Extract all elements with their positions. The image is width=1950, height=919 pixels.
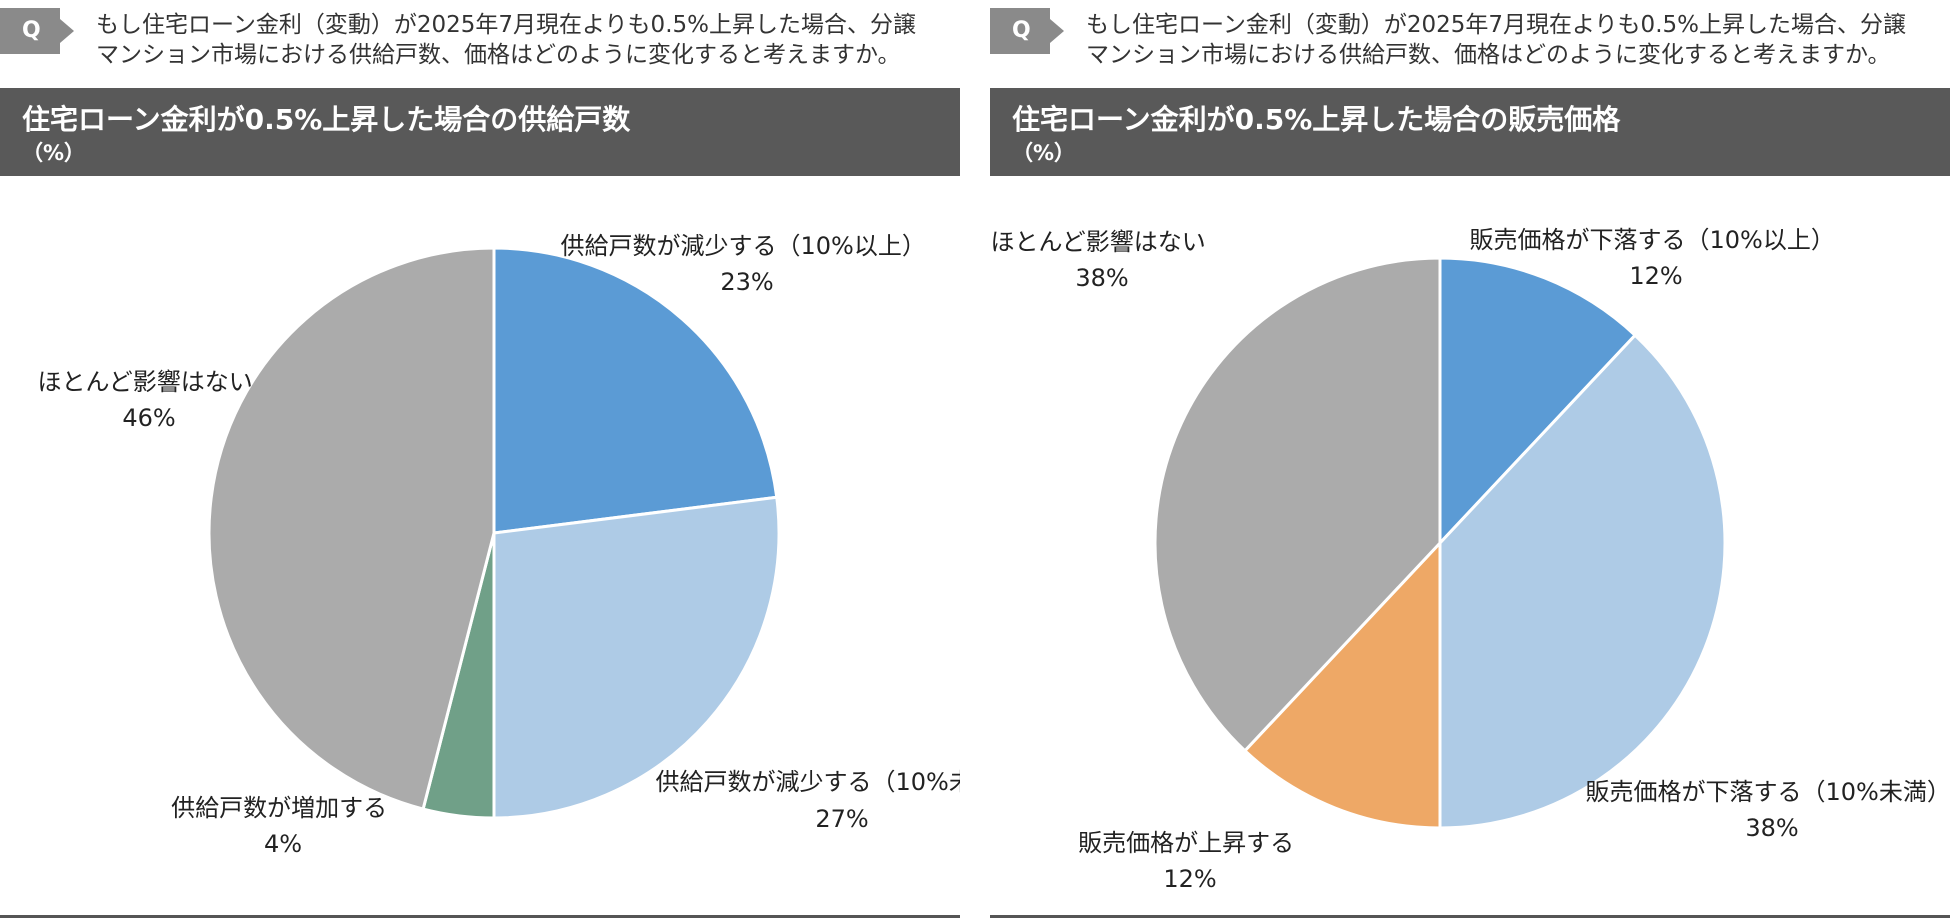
supply-pie-slice-1 xyxy=(492,246,779,535)
chart-header: 住宅ローン金利が0.5%上昇した場合の供給戸数 （%） xyxy=(0,88,960,176)
slice-value-label: 46% xyxy=(122,404,175,432)
question-badge: Q xyxy=(0,8,74,54)
svg-text:ほとんど影響はない 46%: ほとんど影響はない 46% xyxy=(38,368,261,432)
chart-header: 住宅ローン金利が0.5%上昇した場合の販売価格 （%） xyxy=(990,88,1950,176)
supply-panel: Q もし住宅ローン金利（変動）が2025年7月現在よりも0.5%上昇した場合、分… xyxy=(0,0,960,919)
svg-text:販売価格が下落する（10%以上） 12%: 販売価格が下落する（10%以上） 12% xyxy=(1470,226,1843,290)
slice-value-label: 38% xyxy=(1075,264,1128,292)
supply-pie-chart: 供給戸数が減少する（10%以上） 23% 供給戸数が減少する（10%未満） 27… xyxy=(38,232,960,858)
svg-text:供給戸数が増加する 4%: 供給戸数が増加する 4% xyxy=(171,794,395,858)
bottom-rule xyxy=(0,915,960,918)
supply-pie-slice-2 xyxy=(492,495,781,820)
chart-title: 住宅ローン金利が0.5%上昇した場合の供給戸数 xyxy=(22,103,631,136)
price-pie-slice-4 xyxy=(1153,256,1442,753)
svg-text:ほとんど影響はない 38%: ほとんど影響はない 38% xyxy=(991,228,1214,292)
slice-label: 販売価格が下落する（10%以上） xyxy=(1470,226,1835,254)
price-pie-chart: 販売価格が下落する（10%以上） 12% 販売価格が下落する（10%未満） 38… xyxy=(991,226,1950,893)
question-badge: Q xyxy=(990,8,1064,54)
price-pie-slice-2 xyxy=(1438,333,1727,830)
svg-text:販売価格が上昇する 12%: 販売価格が上昇する 12% xyxy=(1078,829,1302,893)
slice-label: 供給戸数が増加する xyxy=(171,794,387,822)
slice-label: 供給戸数が減少する（10%以上） xyxy=(561,232,926,260)
chart-unit: （%） xyxy=(22,141,86,165)
slice-label: ほとんど影響はない xyxy=(991,228,1206,256)
slice-label: 販売価格が上昇する xyxy=(1078,829,1294,857)
svg-text:供給戸数が減少する（10%以上） 23%: 供給戸数が減少する（10%以上） 23% xyxy=(561,232,934,296)
slice-value-label: 27% xyxy=(815,805,868,833)
slice-value-label: 4% xyxy=(264,830,302,858)
svg-text:販売価格が下落する（10%未満） 38%: 販売価格が下落する（10%未満） 38% xyxy=(1586,778,1950,842)
price-panel: Q もし住宅ローン金利（変動）が2025年7月現在よりも0.5%上昇した場合、分… xyxy=(990,0,1950,919)
svg-text:供給戸数が減少する（10%未満） 27%: 供給戸数が減少する（10%未満） 27% xyxy=(656,768,960,833)
bottom-rule xyxy=(990,915,1950,918)
supply-pie-slice-4 xyxy=(207,246,496,811)
slice-label: 販売価格が下落する（10%未満） xyxy=(1586,778,1950,806)
price-pie-slice-1 xyxy=(1438,256,1638,547)
slice-label: 供給戸数が減少する（10%未満） xyxy=(656,768,960,796)
slice-value-label: 12% xyxy=(1163,865,1216,893)
price-pie-slice-3 xyxy=(1242,539,1442,830)
slice-value-label: 23% xyxy=(720,268,773,296)
slice-value-label: 38% xyxy=(1745,814,1798,842)
chart-title: 住宅ローン金利が0.5%上昇した場合の販売価格 xyxy=(1012,103,1621,136)
slice-value-label: 12% xyxy=(1629,262,1682,290)
question-text: もし住宅ローン金利（変動）が2025年7月現在よりも0.5%上昇した場合、分譲 … xyxy=(1086,12,1906,68)
chart-unit: （%） xyxy=(1012,141,1076,165)
slice-label: ほとんど影響はない xyxy=(38,368,253,396)
question-text: もし住宅ローン金利（変動）が2025年7月現在よりも0.5%上昇した場合、分譲 … xyxy=(96,12,916,68)
